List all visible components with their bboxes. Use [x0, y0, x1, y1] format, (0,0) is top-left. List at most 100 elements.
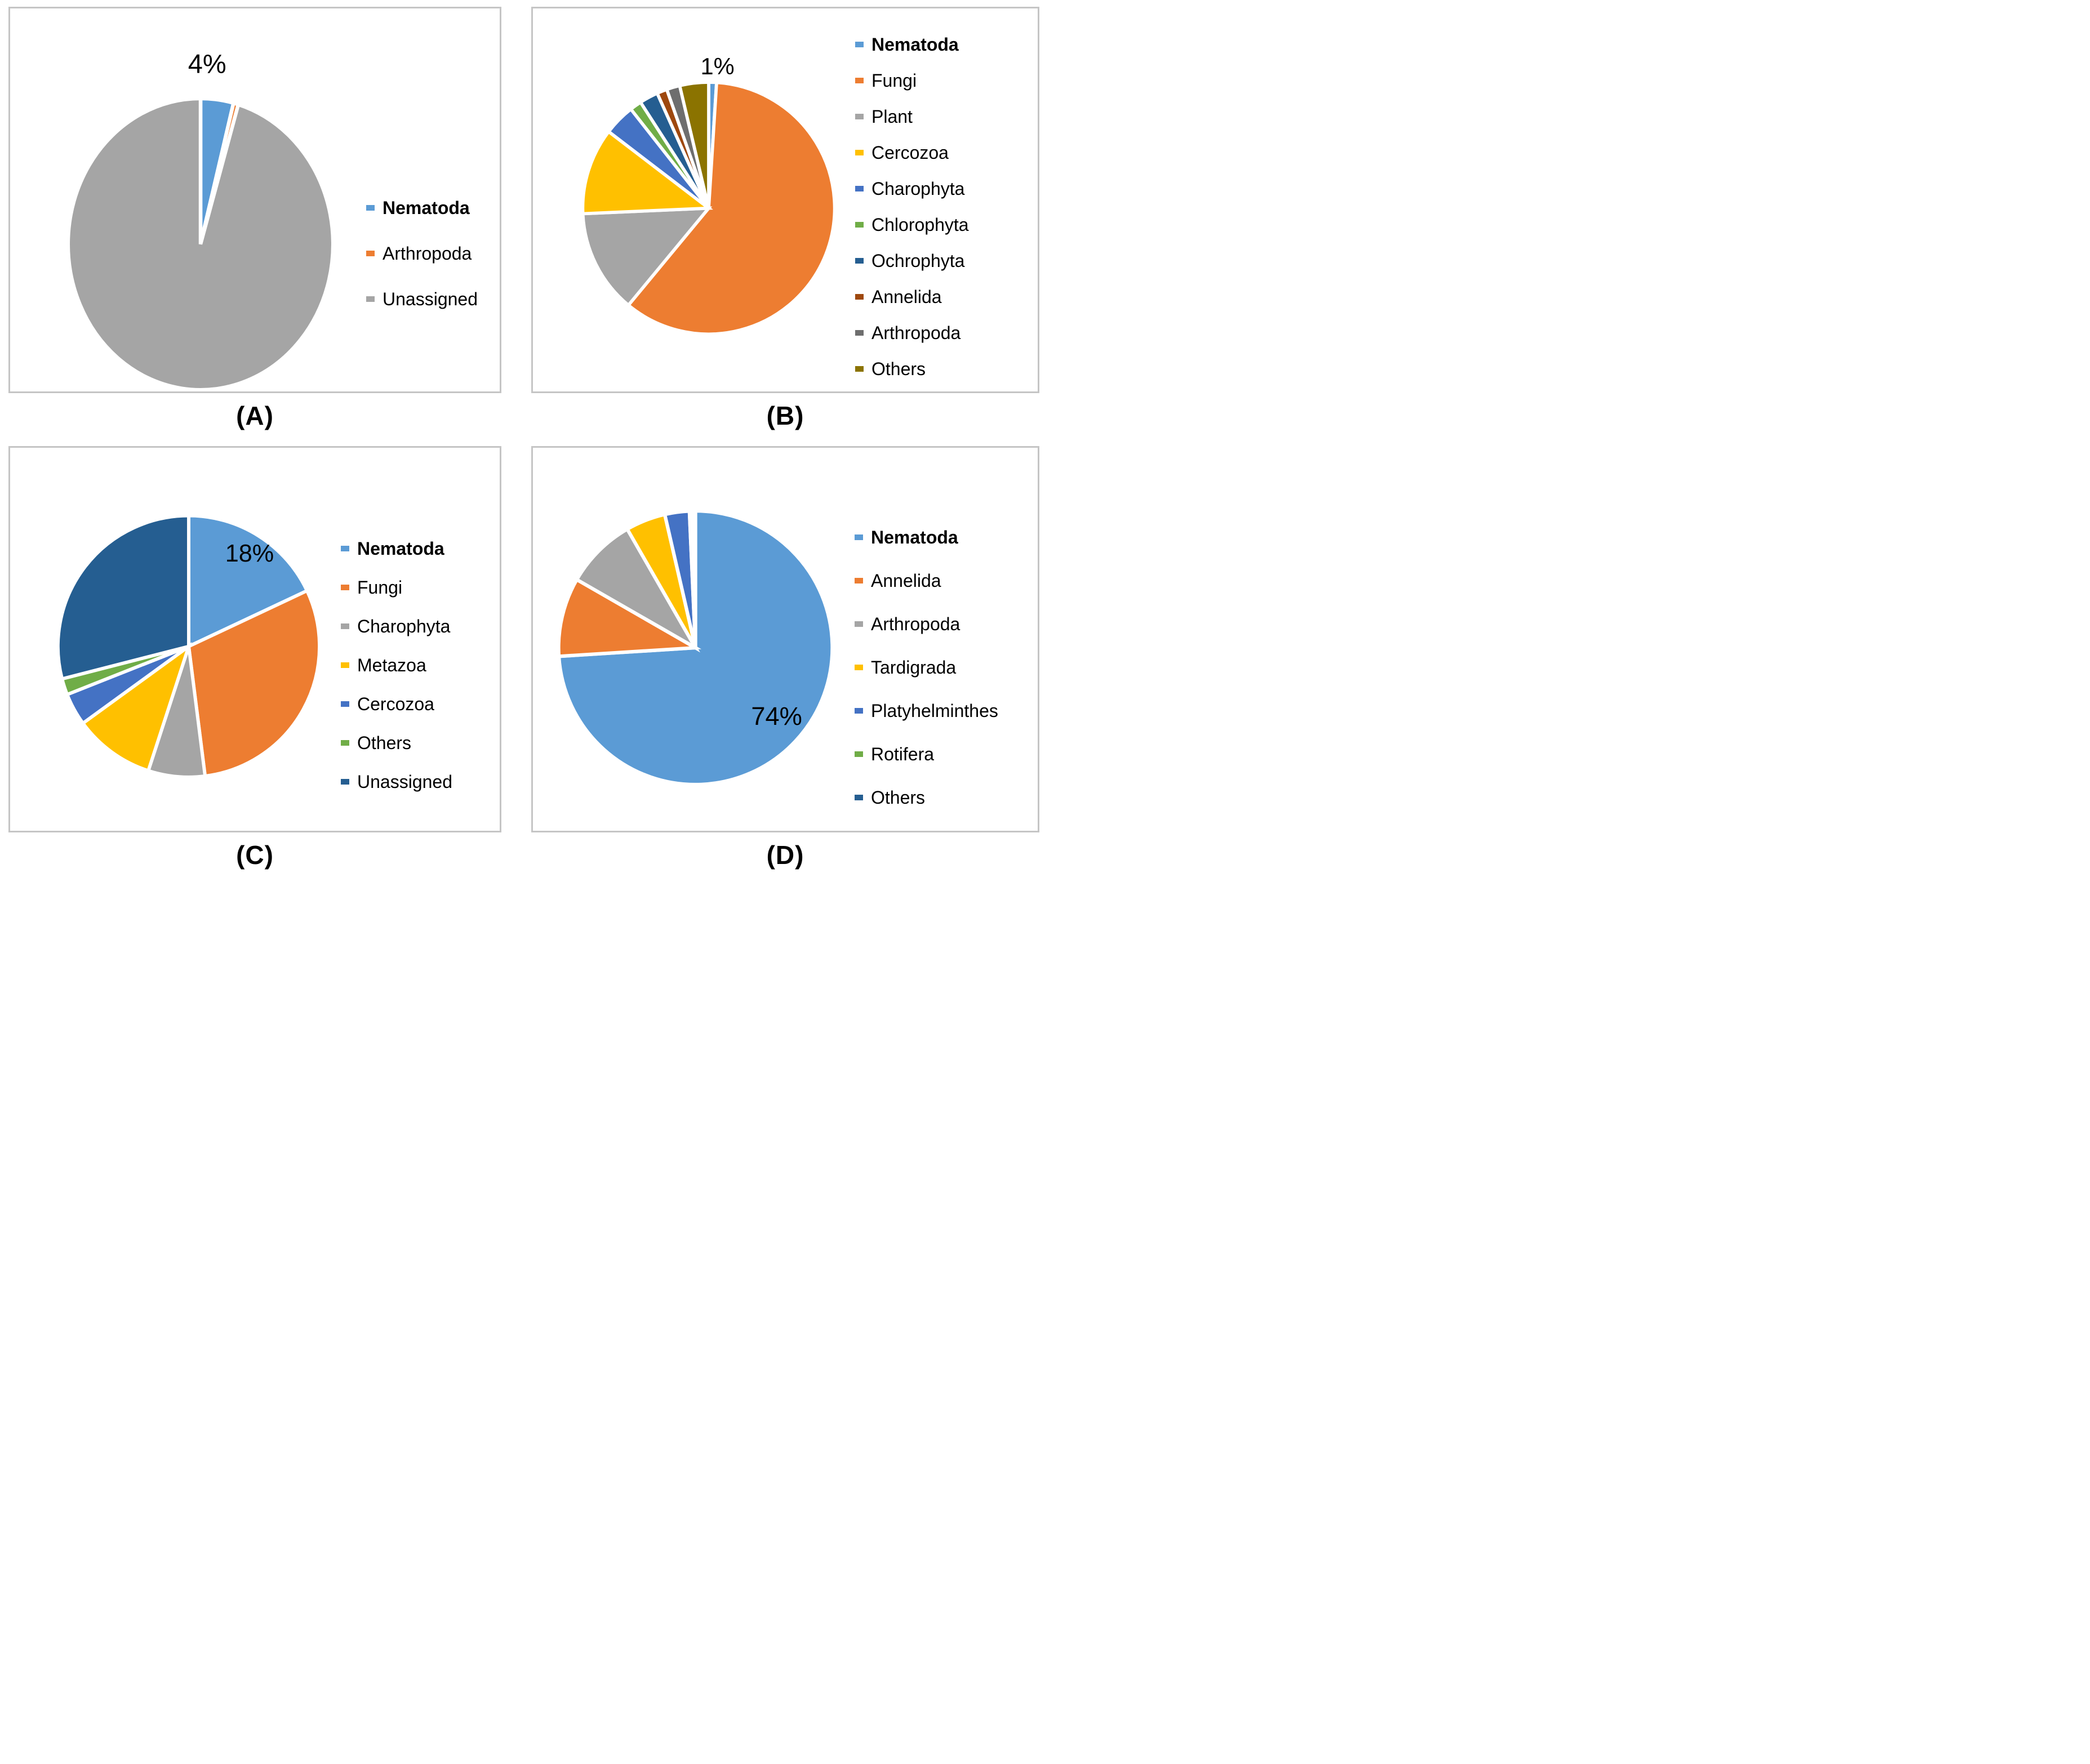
legend-swatch-icon [341, 779, 349, 785]
legend-label: Others [871, 787, 926, 808]
legend-swatch-icon [366, 296, 375, 302]
cell-panel-a: 4% Nematoda Arthropoda Unassigned (A) [8, 7, 501, 446]
legend-item-fungi: Fungi [341, 578, 488, 597]
legend-item-charophyta: Charophyta [341, 617, 488, 636]
pie-slice-metazoa [81, 642, 192, 773]
legend-c: Nematoda Fungi Charophyta Metazoa Cercozoa Ot… [341, 539, 488, 791]
cell-panel-b: 1% Nematoda Fungi Plant Cercozoa Charophyta C… [531, 7, 1039, 446]
legend-swatch-icon [855, 795, 863, 800]
legend-item-arthropoda: Arthropoda [855, 614, 1026, 634]
pie-slice-cercozoa [581, 129, 713, 216]
legend-swatch-icon [855, 42, 864, 47]
legend-item-arthropoda: Arthropoda [366, 244, 488, 263]
panel-caption-a: (A) [236, 401, 274, 430]
pie-slice-unassigned [56, 514, 190, 681]
legend-swatch-icon [855, 534, 863, 540]
legend-item-nematoda: Nematoda [855, 528, 1026, 547]
legend-item-unassigned: Unassigned [341, 772, 488, 791]
legend-label: Metazoa [357, 655, 426, 675]
panel-c: 18% Nematoda Fungi Charophyta Metazoa Cercoz… [8, 446, 501, 832]
legend-swatch-icon [341, 740, 349, 746]
legend-item-fungi: Fungi [855, 71, 1026, 90]
legend-item-ochrophyta: Ochrophyta [855, 251, 1026, 270]
figure-grid: 4% Nematoda Arthropoda Unassigned (A) 1% N… [0, 0, 1045, 885]
legend-label: Annelida [871, 571, 941, 591]
legend-d: Nematoda Annelida Arthropoda Tardigrada Plat… [855, 528, 1026, 807]
pie-slice-arthropoda [574, 527, 700, 653]
legend-swatch-icon [341, 623, 349, 629]
pie-slice-fungi [626, 81, 837, 336]
legend-swatch-icon [855, 186, 864, 191]
legend-label: Unassigned [357, 772, 452, 792]
legend-label: Tardigrada [871, 657, 957, 678]
panel-d: 74% Nematoda Annelida Arthropoda Tardigrada… [531, 446, 1039, 832]
legend-swatch-icon [855, 578, 863, 583]
panel-caption-c: (C) [236, 840, 274, 870]
legend-item-nematoda: Nematoda [341, 539, 488, 558]
legend-swatch-icon [855, 150, 864, 155]
legend-label: Plant [871, 106, 913, 127]
legend-swatch-icon [341, 662, 349, 668]
legend-label: Nematoda [357, 538, 444, 559]
legend-item-others: Others [855, 359, 1026, 378]
pie-slice-nematoda [187, 514, 309, 649]
legend-swatch-icon [366, 251, 375, 256]
pie-chart-c: 18% [56, 514, 322, 779]
legend-swatch-icon [855, 78, 864, 83]
legend-label: Ochrophyta [871, 251, 965, 271]
legend-swatch-icon [855, 366, 864, 372]
legend-label: Nematoda [871, 34, 959, 55]
legend-swatch-icon [855, 621, 863, 627]
legend-swatch-icon [341, 546, 349, 551]
legend-item-rotifera: Rotifera [855, 745, 1026, 764]
legend-label: Others [871, 359, 926, 379]
legend-item-cercozoa: Cercozoa [855, 143, 1026, 162]
legend-swatch-icon [341, 701, 349, 707]
legend-label: Chlorophyta [871, 215, 969, 235]
legend-swatch-icon [855, 708, 863, 714]
legend-swatch-icon [855, 294, 864, 300]
legend-item-metazoa: Metazoa [341, 656, 488, 675]
legend-item-others: Others [341, 733, 488, 752]
legend-label: Annelida [871, 287, 942, 307]
panel-a: 4% Nematoda Arthropoda Unassigned [8, 7, 501, 393]
legend-swatch-icon [855, 258, 864, 264]
legend-item-plant: Plant [855, 107, 1026, 126]
panel-caption-d: (D) [766, 840, 804, 870]
legend-item-annelida: Annelida [855, 571, 1026, 590]
legend-a: Nematoda Arthropoda Unassigned [366, 198, 488, 309]
legend-item-nematoda: Nematoda [855, 35, 1026, 54]
legend-swatch-icon [855, 751, 863, 757]
pie-chart-d: 74% [557, 509, 834, 787]
legend-swatch-icon [855, 330, 864, 336]
legend-label: Platyhelminthes [871, 701, 998, 721]
pie-slice-plant [581, 206, 713, 308]
percent-label: 1% [701, 53, 735, 79]
pie-slice-annelida [557, 577, 702, 658]
pie-slice-others [691, 509, 697, 648]
legend-item-unassigned: Unassigned [366, 289, 488, 309]
legend-label: Fungi [871, 70, 917, 91]
legend-swatch-icon [366, 205, 375, 211]
legend-label: Others [357, 733, 412, 753]
legend-label: Charophyta [357, 616, 451, 636]
legend-swatch-icon [855, 665, 863, 670]
legend-item-chlorophyta: Chlorophyta [855, 215, 1026, 234]
pie-chart-b: 1% [581, 53, 837, 336]
percent-label: 18% [225, 540, 274, 567]
legend-item-nematoda: Nematoda [366, 198, 488, 217]
legend-label: Charophyta [871, 179, 965, 199]
cell-panel-c: 18% Nematoda Fungi Charophyta Metazoa Cercoz… [8, 446, 501, 885]
legend-label: Cercozoa [871, 142, 949, 163]
legend-label: Cercozoa [357, 694, 434, 714]
legend-label: Nematoda [383, 198, 470, 218]
legend-swatch-icon [341, 585, 349, 590]
legend-item-cercozoa: Cercozoa [341, 694, 488, 714]
legend-b: Nematoda Fungi Plant Cercozoa Charophyta Chlo… [855, 35, 1026, 378]
panel-caption-b: (B) [766, 401, 804, 430]
legend-swatch-icon [855, 222, 864, 228]
percent-label: 4% [188, 49, 226, 79]
legend-label: Arthropoda [871, 323, 961, 343]
pie-slice-others [678, 81, 710, 209]
legend-item-others: Others [855, 788, 1026, 807]
